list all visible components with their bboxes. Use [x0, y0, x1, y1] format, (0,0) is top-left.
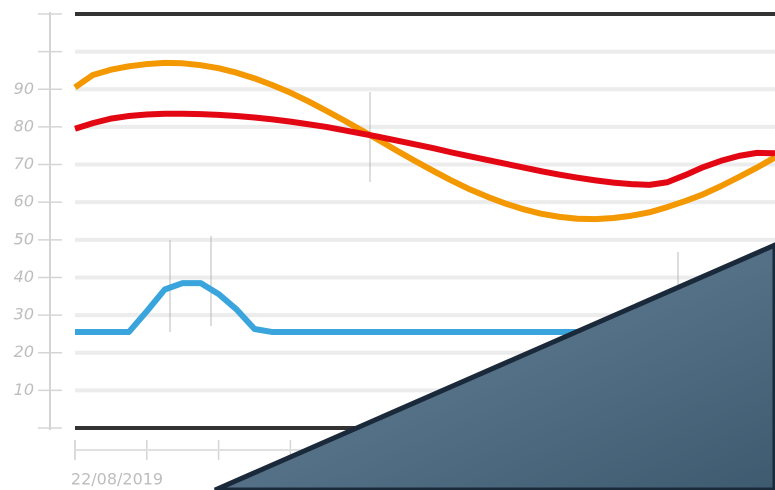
overlay-image — [213, 242, 775, 490]
y-tick-label: 30 — [14, 305, 34, 324]
y-tick-label: 40 — [14, 267, 34, 286]
y-tick-label: 90 — [14, 79, 34, 98]
y-tick-label: 10 — [14, 380, 34, 399]
y-tick-label: 60 — [14, 192, 34, 211]
series-line — [73, 59, 775, 223]
y-tick-label: 20 — [14, 342, 34, 361]
x-tick-label: 22/08/2019 — [71, 470, 163, 489]
y-tick-label: 50 — [14, 229, 34, 248]
y-tick-label: 80 — [14, 116, 34, 135]
y-tick-label: 70 — [14, 154, 34, 173]
grid — [38, 12, 775, 460]
series-line — [74, 110, 775, 188]
